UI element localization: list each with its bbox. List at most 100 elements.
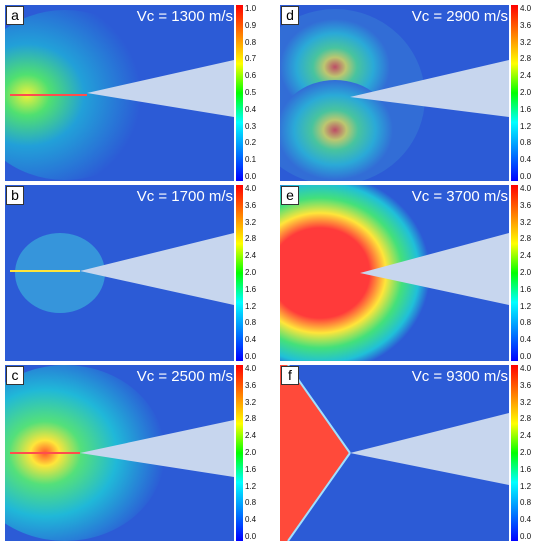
colorbar (236, 185, 243, 361)
panel-letter: a (6, 6, 24, 25)
colorbar-tick-label: 1.6 (520, 464, 532, 474)
colorbar-tick-label: 3.2 (520, 397, 532, 407)
colorbar-tick-label: 1.6 (245, 464, 257, 474)
colorbar-tick-label: 2.0 (520, 448, 532, 457)
colorbar-tick-label: 0.0 (520, 352, 532, 361)
colorbar-tick-label: 0.0 (245, 532, 257, 541)
colorbar-tick-label: 3.6 (245, 380, 257, 390)
colorbar-tick-label: 0.8 (520, 498, 532, 508)
colorbar-ticks: 4.0 3.6 3.2 2.8 2.4 2.0 1.6 1.2 0.8 0.4 0.0 (245, 365, 269, 541)
colorbar-tick-label: 2.4 (520, 251, 532, 261)
colorbar-tick-label: 4.0 (245, 364, 257, 373)
colorbar-tick-label: 0.0 (520, 532, 532, 541)
colorbar-ticks: 4.0 3.6 3.2 2.8 2.4 2.0 1.6 1.2 0.8 0.4 0.0 (520, 365, 539, 541)
panel-d: 4.0 3.6 3.2 2.8 2.4 2.0 1.6 1.2 0.8 0.4 0.0 d Vc =… (280, 5, 539, 181)
colorbar-tick-label: 4.0 (520, 184, 532, 193)
colorbar-tick-label: 2.0 (245, 268, 257, 277)
colorbar-tick-label: 3.6 (520, 200, 532, 210)
simulation-plot (280, 365, 509, 541)
panel-a: 1.0 0.9 0.8 0.7 0.6 0.5 0.4 0.3 0.2 0.1 0.0 a Vc =… (5, 5, 270, 181)
colorbar-tick-label: 0.3 (245, 121, 257, 131)
colorbar-tick-label: 1.2 (520, 481, 532, 491)
panel-letter: f (281, 366, 299, 385)
colorbar-tick-label: 2.4 (520, 431, 532, 441)
colorbar-tick-label: 0.6 (245, 71, 257, 81)
colorbar (511, 5, 518, 181)
colorbar-ticks: 4.0 3.6 3.2 2.8 2.4 2.0 1.6 1.2 0.8 0.4 0.0 (520, 185, 539, 361)
colorbar-tick-label: 3.2 (245, 217, 257, 227)
simulation-plot (280, 185, 509, 361)
colorbar-tick-label: 2.0 (520, 268, 532, 277)
colorbar-tick-label: 2.4 (520, 71, 532, 81)
colorbar-tick-label: 0.8 (245, 318, 257, 328)
panel-e: 4.0 3.6 3.2 2.8 2.4 2.0 1.6 1.2 0.8 0.4 0.0 e Vc =… (280, 185, 539, 361)
colorbar-tick-label: 2.8 (245, 234, 257, 244)
colorbar-tick-label: 1.6 (520, 104, 532, 114)
colorbar-tick-label: 0.8 (245, 37, 257, 47)
colorbar (511, 185, 518, 361)
colorbar-tick-label: 0.4 (520, 155, 532, 165)
colorbar (236, 365, 243, 541)
panel-b: 4.0 3.6 3.2 2.8 2.4 2.0 1.6 1.2 0.8 0.4 0.0 b Vc =… (5, 185, 270, 361)
colorbar-tick-label: 2.4 (245, 251, 257, 261)
colorbar-tick-label: 3.2 (520, 217, 532, 227)
colorbar-tick-label: 0.0 (520, 172, 532, 181)
colorbar (511, 365, 518, 541)
panel-letter: e (281, 186, 299, 205)
panel-letter: b (6, 186, 24, 205)
colorbar-tick-label: 0.9 (245, 20, 257, 30)
colorbar-ticks: 4.0 3.6 3.2 2.8 2.4 2.0 1.6 1.2 0.8 0.4 0.0 (245, 185, 269, 361)
simulation-plot (5, 185, 234, 361)
colorbar-tick-label: 1.6 (520, 284, 532, 294)
velocity-label: Vc = 1700 m/s (136, 188, 233, 205)
panel-c: 4.0 3.6 3.2 2.8 2.4 2.0 1.6 1.2 0.8 0.4 0.0 c Vc =… (5, 365, 270, 541)
velocity-label: Vc = 1300 m/s (136, 8, 233, 25)
colorbar-tick-label: 2.4 (245, 431, 257, 441)
colorbar-tick-label: 1.6 (245, 284, 257, 294)
simulation-plot (5, 5, 234, 181)
colorbar-tick-label: 0.1 (245, 155, 257, 165)
colorbar-tick-label: 2.0 (245, 448, 257, 457)
velocity-label: Vc = 2900 m/s (411, 8, 508, 25)
colorbar-ticks: 4.0 3.6 3.2 2.8 2.4 2.0 1.6 1.2 0.8 0.4 0.0 (520, 5, 539, 181)
colorbar-tick-label: 2.8 (520, 414, 532, 424)
colorbar-tick-label: 4.0 (520, 4, 532, 13)
colorbar-tick-label: 0.4 (520, 515, 532, 525)
colorbar-tick-label: 2.8 (520, 54, 532, 64)
colorbar-tick-label: 0.8 (245, 498, 257, 508)
colorbar-tick-label: 0.4 (520, 335, 532, 345)
velocity-label: Vc = 2500 m/s (136, 368, 233, 385)
colorbar-tick-label: 0.5 (245, 88, 257, 97)
colorbar-tick-label: 1.2 (520, 121, 532, 131)
velocity-label: Vc = 9300 m/s (411, 368, 508, 385)
colorbar-tick-label: 0.8 (520, 138, 532, 148)
panel-letter: d (281, 6, 299, 25)
colorbar-ticks: 1.0 0.9 0.8 0.7 0.6 0.5 0.4 0.3 0.2 0.1 0.0 (245, 5, 269, 181)
colorbar-tick-label: 3.6 (520, 20, 532, 30)
colorbar-tick-label: 3.6 (520, 380, 532, 390)
colorbar-tick-label: 3.2 (520, 37, 532, 47)
colorbar-tick-label: 1.0 (245, 4, 257, 13)
colorbar (236, 5, 243, 181)
panel-f: 4.0 3.6 3.2 2.8 2.4 2.0 1.6 1.2 0.8 0.4 0.0 f Vc =… (280, 365, 539, 541)
colorbar-tick-label: 3.6 (245, 200, 257, 210)
colorbar-tick-label: 2.8 (245, 414, 257, 424)
colorbar-tick-label: 0.2 (245, 138, 257, 148)
colorbar-tick-label: 0.4 (245, 335, 257, 345)
colorbar-tick-label: 2.8 (520, 234, 532, 244)
simulation-plot (5, 365, 234, 541)
colorbar-tick-label: 2.0 (520, 88, 532, 97)
colorbar-tick-label: 0.4 (245, 104, 257, 114)
simulation-plot (280, 5, 509, 181)
colorbar-tick-label: 0.4 (245, 515, 257, 525)
colorbar-tick-label: 1.2 (245, 301, 257, 311)
colorbar-tick-label: 4.0 (245, 184, 257, 193)
velocity-label: Vc = 3700 m/s (411, 188, 508, 205)
colorbar-tick-label: 4.0 (520, 364, 532, 373)
colorbar-tick-label: 0.7 (245, 54, 257, 64)
colorbar-tick-label: 0.8 (520, 318, 532, 328)
panel-letter: c (6, 366, 24, 385)
colorbar-tick-label: 1.2 (520, 301, 532, 311)
colorbar-tick-label: 0.0 (245, 352, 257, 361)
colorbar-tick-label: 0.0 (245, 172, 257, 181)
